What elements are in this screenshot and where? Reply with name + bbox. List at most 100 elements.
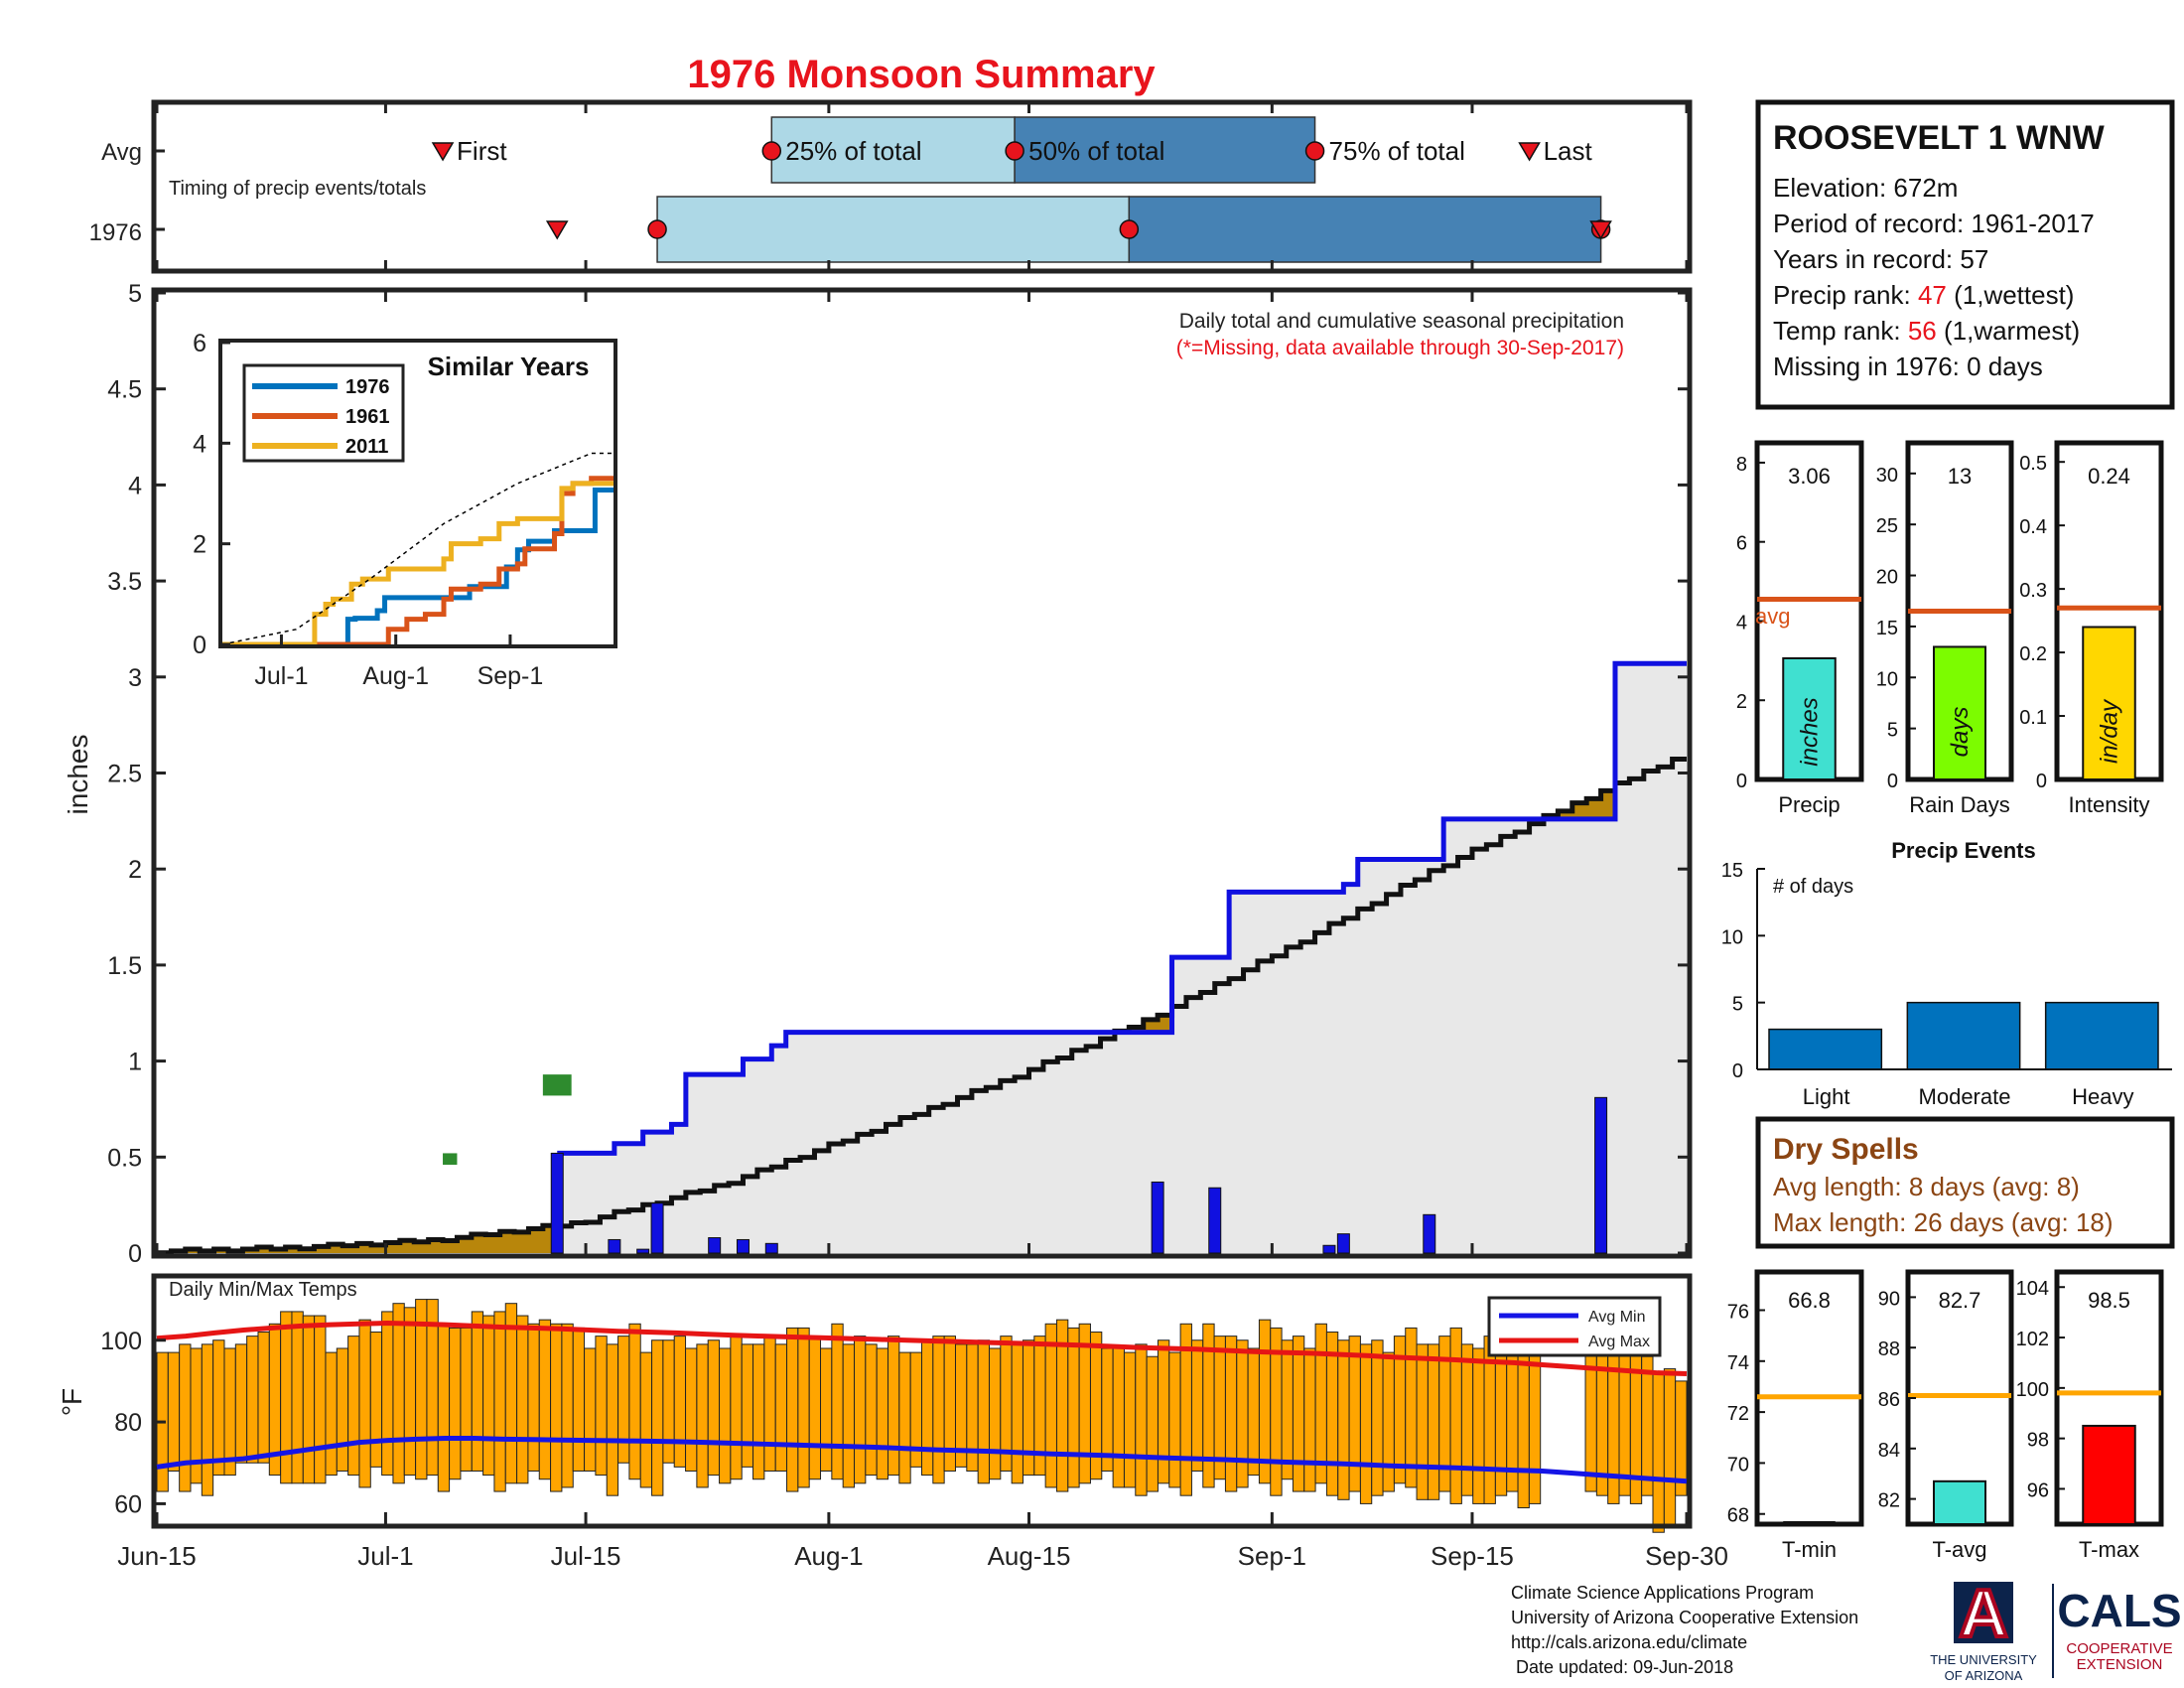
events-tick-label: 0 [1732, 1060, 1743, 1082]
summary-tick-label: 30 [1876, 465, 1898, 487]
temp-range-bar [314, 1315, 327, 1484]
temp-range-bar [561, 1323, 574, 1488]
summary-bar-precip [1782, 656, 1837, 781]
main-ytick-label: 1 [128, 1049, 142, 1076]
xaxis-tick-label: Sep-1 [1238, 1541, 1306, 1571]
summary-tick-label: 0.2 [2019, 643, 2047, 665]
temp-range-bar [1236, 1339, 1249, 1488]
avg-max-line [156, 1320, 1688, 1377]
events-bar-moderate [1906, 1001, 2021, 1070]
temp-range-bar [1517, 1351, 1530, 1509]
temp-range-bar [820, 1347, 833, 1472]
temp-range-bar [1067, 1327, 1080, 1488]
daily-precip-bar [1208, 1187, 1222, 1254]
temp-range-bar [246, 1336, 259, 1464]
summary-tick-label: 0 [1887, 771, 1898, 792]
temp-range-bar [673, 1336, 687, 1468]
legend-last: Last [1544, 136, 1593, 166]
temp-summary-tick-label: 98 [2027, 1430, 2049, 1452]
summary-bars-panel: 3.06 Precip inches 0 2 4 6 8 13 Rain Days days 0 5 10… [1736, 440, 2164, 817]
temp-range-bar [1382, 1351, 1395, 1492]
temp-range-bar [617, 1336, 630, 1464]
temp-range-bar [842, 1343, 856, 1488]
precip-events-panel: Precip Events Light Moderate Heavy 0 5 10 15 # … [1721, 838, 2172, 1109]
temp-range-bar [471, 1311, 484, 1472]
summary-tick-label: 0.3 [2019, 580, 2047, 602]
temp-range-bar [223, 1347, 236, 1477]
temp-range-bar [347, 1336, 360, 1477]
timing-year-last-marker [1589, 220, 1612, 240]
daily-precip-bar [650, 1202, 664, 1254]
summary-tick-label: 6 [1736, 533, 1747, 555]
temp-range-bar [1292, 1336, 1305, 1492]
cumulative-avg-line [154, 756, 1687, 1256]
summary-bar-days [1933, 645, 1986, 780]
temp-range-bar [887, 1336, 900, 1477]
daily-precip-bar [550, 1152, 564, 1254]
summary-tick-label: 20 [1876, 567, 1898, 589]
temps-legend: Avg Min Avg Max [1487, 1296, 1662, 1357]
timing-avg-25-50 [770, 116, 1016, 184]
daily-precip-bar [1594, 1096, 1608, 1254]
temps-title: Daily Min/Max Temps [169, 1279, 357, 1301]
daily-precip-bar [1336, 1233, 1350, 1254]
xaxis-tick-label: Jun-15 [117, 1541, 197, 1571]
temp-summary-tick-label: 82 [1878, 1490, 1900, 1512]
summary-inner-label-days: days [1947, 707, 1974, 758]
temp-range-bar [584, 1347, 597, 1472]
temp-range-bar [1427, 1343, 1440, 1500]
temp-range-bar [1528, 1347, 1542, 1504]
temp-range-bar [538, 1319, 552, 1480]
temp-range-bar [651, 1339, 664, 1496]
temp-range-bar [167, 1351, 181, 1472]
ua-logo-line2: OF ARIZONA [1945, 1668, 2023, 1683]
temp-range-bar [437, 1323, 451, 1492]
temp-range-bar [1416, 1343, 1429, 1500]
timing-avg-50-75 [1014, 116, 1316, 184]
timing-avg-first-marker [431, 142, 455, 162]
events-title: Precip Events [1891, 838, 2036, 863]
xaxis-tick-label: Jul-15 [551, 1541, 621, 1571]
inset-xtick-label: Aug-1 [362, 662, 429, 690]
summary-tick-label: 8 [1736, 454, 1747, 476]
summary-xlabel-intensity: Intensity [2069, 792, 2150, 817]
temp-range-bar [1460, 1343, 1474, 1496]
temp-range-bar [392, 1303, 405, 1484]
temp-range-bar [482, 1315, 495, 1477]
temp-summary-bar-tmax [2082, 1424, 2136, 1525]
temp-summary-tick-label: 74 [1727, 1352, 1749, 1374]
temp-range-bar [1641, 1355, 1654, 1496]
temp-ytick-label: 80 [114, 1409, 142, 1437]
events-tick-label: 5 [1732, 994, 1743, 1016]
summary-tick-label: 0.1 [2019, 707, 2047, 729]
inset-legend-label: 1976 [345, 376, 390, 398]
summary-tick-label: 5 [1887, 720, 1898, 742]
temp-range-bar [1371, 1339, 1384, 1496]
temp-range-bar [752, 1343, 765, 1480]
above-average-patch [443, 1153, 458, 1166]
events-xlabel: Moderate [1919, 1084, 2011, 1109]
footer-line-2: University of Arizona Cooperative Extens… [1511, 1608, 1858, 1627]
xaxis-tick-label: Jul-1 [357, 1541, 413, 1571]
temp-range-bar [1348, 1336, 1361, 1492]
inset-ytick-label: 2 [193, 531, 206, 559]
footer-line-1: Climate Science Applications Program [1511, 1583, 1814, 1603]
cals-logo: CALS COOPERATIVE EXTENSION [2057, 1585, 2181, 1673]
daily-precip-bar [636, 1248, 650, 1254]
temp-range-bar [606, 1343, 619, 1496]
temp-range-bar [1044, 1323, 1057, 1488]
temp-range-bar [685, 1347, 698, 1472]
events-tick-label: 15 [1721, 860, 1743, 882]
xaxis-tick-label: Aug-1 [794, 1541, 863, 1571]
events-tick-label: 10 [1721, 926, 1743, 948]
summary-tick-label: 2 [1736, 691, 1747, 713]
temp-range-bar [291, 1311, 304, 1484]
inset-ytick-label: 0 [193, 632, 206, 659]
cumulative-1976-line [557, 660, 1687, 1156]
legend-25: 25% of total [785, 136, 921, 166]
temp-summary-xlabel-tmin: T-min [1782, 1537, 1837, 1562]
legend-first: First [457, 136, 507, 166]
cals-logo-line2: EXTENSION [2077, 1656, 2163, 1673]
inset-ytick-label: 4 [193, 430, 206, 458]
